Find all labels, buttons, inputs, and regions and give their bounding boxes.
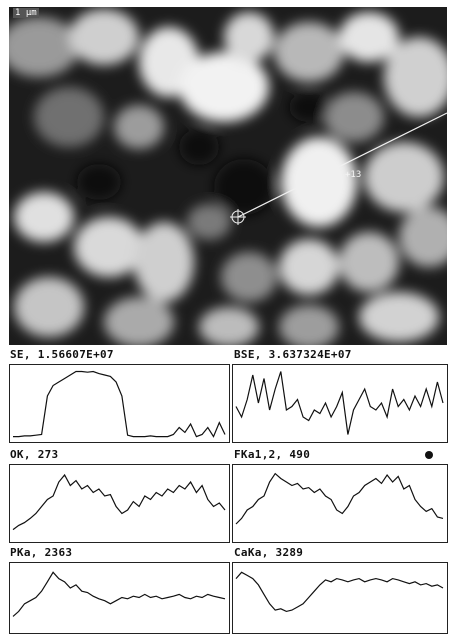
fka-panel-label: FKa1,2, 490 — [234, 448, 311, 461]
marker-dot-icon — [425, 451, 433, 459]
micrograph-image: +13 — [9, 7, 447, 345]
linescan-trace-line — [235, 472, 444, 525]
se-linescan-trace — [13, 370, 226, 438]
fka-linescan-plot — [232, 464, 448, 543]
caka-panel-label: CaKa, 3289 — [234, 546, 304, 559]
caka-linescan-plot — [232, 562, 448, 634]
ok-linescan-plot — [9, 464, 230, 543]
ok-linescan-trace — [12, 473, 226, 531]
bse-panel-label: BSE, 3.637324E+07 — [234, 348, 352, 361]
caka-linescan-trace — [235, 571, 444, 613]
linescan-trace-line — [12, 473, 226, 531]
fka-linescan-trace — [235, 472, 444, 525]
pka-linescan-plot — [9, 562, 230, 634]
bse-linescan-trace — [235, 371, 444, 435]
linescan-trace-line — [235, 571, 444, 613]
se-panel-label: SE, 1.56607E+07 — [10, 348, 114, 361]
linescan-trace-line — [13, 370, 226, 438]
scale-bar-label: 1 µm — [13, 8, 39, 18]
ok-panel-label: OK, 273 — [10, 448, 59, 461]
bse-linescan-plot — [232, 364, 448, 443]
linescan-line — [237, 112, 447, 218]
pka-panel-label: PKa, 2363 — [10, 546, 73, 559]
crosshair-icon — [230, 209, 246, 225]
pka-linescan-trace — [12, 571, 226, 617]
se-linescan-plot — [9, 364, 230, 443]
distance-marker: +13 — [345, 170, 361, 180]
linescan-trace-line — [12, 571, 226, 617]
linescan-trace-line — [235, 371, 444, 435]
sem-micrograph: +13 1 µm — [9, 7, 447, 345]
